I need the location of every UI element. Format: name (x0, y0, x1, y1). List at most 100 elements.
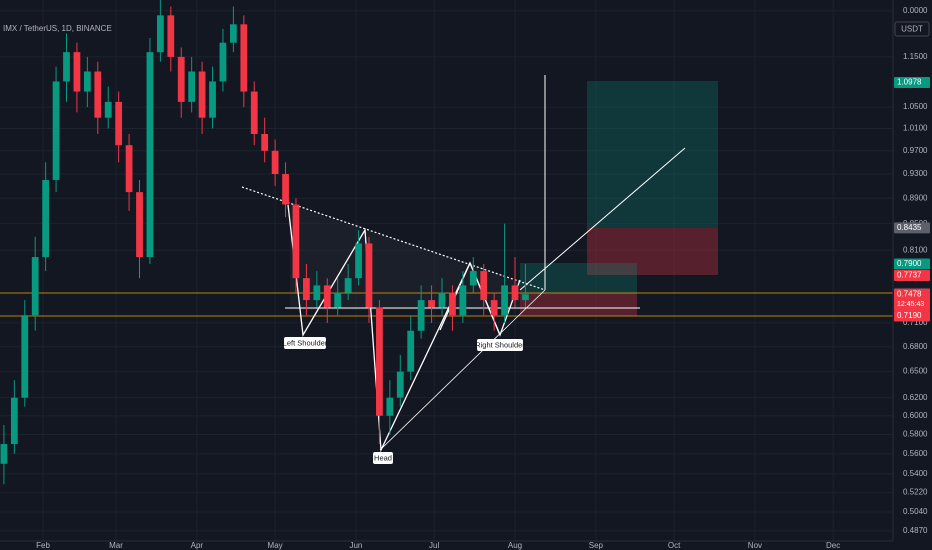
price-tag-label: 0.8435 (897, 223, 922, 232)
target-zone (520, 263, 637, 293)
y-tick-label: 0.7100 (903, 318, 928, 327)
support-line (379, 289, 546, 451)
candle-body (177, 56, 185, 102)
drawings (0, 75, 893, 453)
candle-body (31, 257, 39, 316)
y-tick-label: 0.8900 (903, 193, 928, 202)
candle-body (501, 285, 508, 316)
candle-body (344, 278, 352, 293)
y-tick-label: 0.5800 (903, 430, 928, 439)
candle-body (198, 71, 206, 118)
candle-body (21, 315, 29, 398)
x-tick-label: May (268, 541, 283, 550)
candle-body (334, 292, 342, 308)
candle-body (271, 150, 279, 175)
candle-body (136, 192, 143, 258)
target-zone (587, 81, 718, 228)
candle-body (261, 134, 269, 151)
x-tick-label: Feb (36, 541, 50, 550)
price-tag-label: 0.7190 (897, 311, 922, 320)
annotation: Left Shoulder (283, 338, 328, 347)
x-tick-label: Jul (429, 541, 439, 550)
y-tick-label: 0.9700 (903, 146, 928, 155)
candle-body (83, 71, 91, 92)
candle-body (115, 101, 123, 146)
candle-body (480, 271, 488, 301)
candle-body (407, 330, 415, 372)
candle-body (63, 52, 70, 82)
price-tag-label: 0.7737 (897, 271, 922, 280)
y-tick-label: 1.0500 (903, 102, 928, 111)
candle-body (73, 52, 81, 92)
candle-body (313, 285, 321, 301)
y-tick-label: 0.9300 (903, 169, 928, 178)
price-tag (894, 270, 930, 282)
x-tick-label: Jun (349, 541, 362, 550)
y-tick-label: 0.5040 (903, 507, 928, 516)
candle-body (469, 271, 477, 286)
y-tick-label: 0.6200 (903, 393, 928, 402)
currency-box[interactable] (894, 21, 930, 37)
chart-title: IMX / TetherUS, 1D, BINANCE (3, 24, 112, 33)
candle-body (490, 300, 498, 316)
price-tag (894, 222, 930, 234)
y-tick-label: 0.4870 (903, 526, 928, 535)
candle-body (386, 397, 394, 416)
candle-body (292, 204, 300, 279)
candle-body (94, 71, 102, 118)
y-tick-label: 0.6800 (903, 342, 928, 351)
y-tick-label: 0.6000 (903, 411, 928, 420)
price-tag-label: 0.7478 (897, 289, 922, 298)
price-tag (894, 310, 930, 322)
candle-body (209, 81, 216, 118)
candle-body (355, 243, 362, 279)
candle-body (42, 179, 50, 258)
y-tick-label: 1.0100 (903, 124, 928, 133)
candle-body (219, 42, 227, 82)
price-tag (894, 288, 930, 311)
candle-body (104, 101, 112, 118)
y-tick-label: 0.0000 (903, 6, 928, 15)
projection-line (519, 147, 686, 291)
candle-body (167, 15, 175, 57)
x-tick-label: Aug (508, 541, 522, 550)
countdown: 12:45:43 (897, 301, 924, 308)
candle-body (125, 145, 133, 193)
candle-body (0, 444, 8, 464)
stop-zone (520, 293, 637, 316)
y-tick-label: 0.5400 (903, 469, 928, 478)
price-tag (894, 258, 930, 270)
annotation: Head (374, 453, 392, 462)
candle-body (396, 371, 404, 398)
annotation-box (373, 452, 393, 464)
x-tick-label: Oct (668, 541, 681, 550)
y-tick-label: 1.1500 (903, 52, 928, 61)
x-tick-label: Apr (191, 541, 204, 550)
x-tick-label: Sep (589, 541, 604, 550)
trend-line (241, 186, 546, 291)
candle-body (459, 285, 467, 316)
annotation-box (284, 337, 326, 349)
price-tag (894, 77, 930, 89)
x-tick-label: Mar (109, 541, 123, 550)
candle-body (188, 71, 196, 102)
stop-zone (587, 228, 718, 275)
annotation-box (477, 339, 523, 351)
candle-body (10, 397, 18, 445)
annotation: Right Shoulder (475, 340, 525, 349)
candle-body (449, 292, 456, 316)
candle-body (303, 278, 310, 301)
candle-body (250, 91, 258, 135)
y-tick-label: 0.6500 (903, 367, 928, 376)
currency: USDT (901, 25, 923, 34)
y-tick-label: 0.5220 (903, 488, 928, 497)
candle-body (282, 174, 289, 205)
y-tick-label: 0.5600 (903, 449, 928, 458)
candle-body (417, 300, 425, 331)
candle-body (240, 24, 248, 92)
candles (0, 0, 529, 485)
x-tick-label: Nov (748, 541, 762, 550)
price-tags: 1.09780.84350.79000.77370.74900.747812:4… (894, 77, 930, 322)
candle-body (511, 285, 519, 301)
